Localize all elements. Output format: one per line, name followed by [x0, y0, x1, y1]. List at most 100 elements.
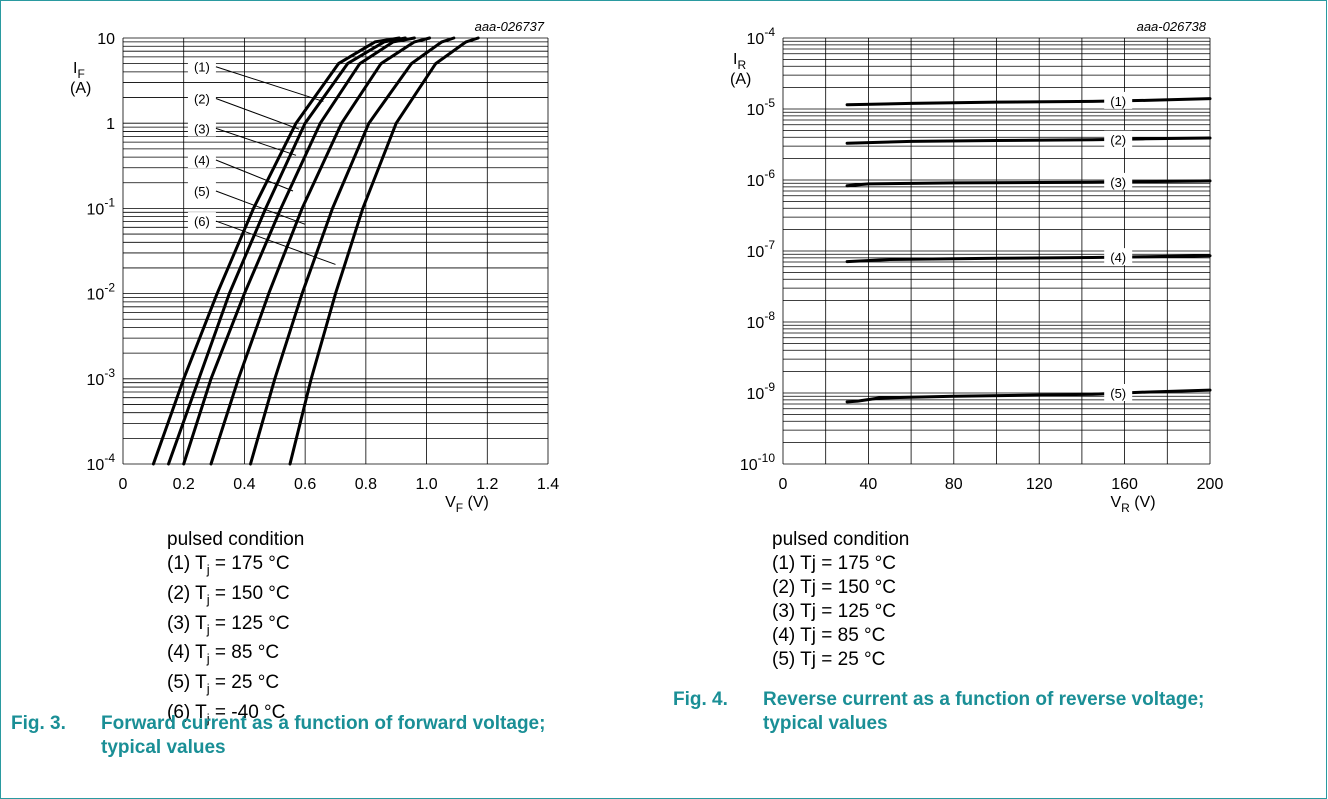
curve-5: [249, 36, 456, 466]
note-line: (3) Tj = 125 °C: [167, 612, 290, 637]
x-tick-label: 0.8: [355, 476, 377, 493]
figure-4-notes: pulsed condition (1) Tj = 175 °C (2) Tj =…: [772, 528, 909, 672]
y-tick-label: 10-10: [740, 451, 775, 474]
label-leader-line: [215, 98, 300, 130]
curve-label-6: (6): [194, 214, 210, 229]
curve-label-3: (3): [194, 121, 210, 136]
curve-2: [167, 36, 407, 466]
curve-1: [151, 36, 401, 466]
curve-label-bg: [187, 150, 216, 168]
y-tick-label: 10-7: [747, 238, 776, 261]
curve-3: [182, 36, 416, 466]
curve-6: [288, 36, 480, 466]
x-tick-label: 0.2: [173, 476, 195, 493]
figure-4-caption: Fig. 4. Reverse current as a function of…: [673, 688, 1313, 768]
notes-list: (1) Tj = 175 °C (2) Tj = 150 °C (3) Tj = 1…: [772, 552, 909, 672]
curve-1: [845, 97, 1212, 107]
note-line: (6) Tj = -40 °C: [167, 701, 286, 726]
y-tick-label: 10-4: [747, 25, 776, 48]
x-tick-label: 120: [1026, 476, 1053, 493]
curve-label-5: (5): [194, 184, 210, 199]
y-axis-label: IF: [73, 60, 85, 81]
label-leader-line: [215, 66, 324, 102]
note-line: (3) Tj = 125 °C: [772, 601, 896, 622]
y-tick-label: 10-8: [747, 309, 776, 332]
curve-label-bg: [187, 119, 216, 137]
x-tick-label: 40: [860, 476, 878, 493]
x-tick-label: 0.4: [233, 476, 255, 493]
curve-label-2: (2): [1110, 133, 1126, 148]
curve-label-bg: [1104, 384, 1133, 401]
notes-title: pulsed condition: [772, 529, 910, 550]
y-tick-label: 10: [97, 31, 115, 48]
y-axis-unit: (A): [730, 71, 751, 88]
y-tick-label: 10-5: [747, 96, 776, 119]
label-leader-line: [215, 159, 294, 192]
note-line: (1) Tj = 175 °C: [772, 553, 896, 574]
note-line: (2) Tj = 150 °C: [167, 582, 290, 607]
curve-2: [845, 136, 1212, 145]
x-tick-label: 0: [119, 476, 128, 493]
label-leader-line: [215, 190, 306, 225]
curve-label-1: (1): [1110, 94, 1126, 109]
x-tick-label: 0: [779, 476, 788, 493]
curve-label-bg: [1104, 130, 1133, 148]
label-leader-line: [215, 127, 297, 156]
figure-code: aaa-026738: [1137, 19, 1207, 34]
y-tick-label: 10-6: [747, 167, 776, 190]
curve-label-1: (1): [194, 60, 210, 75]
curve-label-bg: [187, 57, 216, 75]
x-axis-label: VF (V): [445, 494, 489, 515]
note-line: (2) Tj = 150 °C: [772, 577, 896, 598]
notes-title: pulsed condition: [167, 529, 305, 550]
curve-4: [845, 254, 1212, 264]
notes-list: (1) Tj = 175 °C (2) Tj = 150 °C (3) Tj = 1…: [167, 552, 304, 731]
note-line: (5) Tj = 25 °C: [772, 649, 886, 670]
y-axis-unit: (A): [70, 80, 91, 97]
y-tick-label: 10-4: [87, 451, 116, 474]
x-tick-label: 1.0: [415, 476, 437, 493]
caption-text: Reverse current as a function of reverse…: [763, 689, 1205, 734]
label-leader-line: [215, 220, 336, 265]
curve-label-bg: [1104, 91, 1133, 109]
x-tick-label: 1.2: [476, 476, 498, 493]
figure-3-notes: pulsed condition (1) Tj = 175 °C (2) Tj =…: [167, 528, 304, 731]
curve-label-3: (3): [1110, 175, 1126, 190]
x-axis-label: VR (V): [1110, 494, 1155, 515]
figure-3-panel: (1) (2) (3) (4) (5) (6) 0 0.2 0.4 0.6 0.8 1.0 1.2 1.4…: [0, 0, 666, 799]
y-tick-label: 10-3: [87, 366, 116, 389]
curve-4: [209, 36, 432, 466]
y-axis-label: IR: [733, 51, 746, 72]
y-tick-label: 1: [106, 116, 115, 133]
reverse-current-chart: (1) (2) (3) (4) (5) 0 40 80 120 160 200 10-10 10-9 10…: [730, 19, 1224, 515]
figure-3-caption: Fig. 3. Forward current as a function of…: [11, 712, 651, 792]
curve-label-bg: [187, 89, 216, 107]
curve-label-bg: [187, 182, 216, 200]
figure-code: aaa-026737: [475, 19, 545, 34]
curve-label-bg: [1104, 248, 1133, 266]
y-tick-label: 10-9: [747, 380, 776, 403]
note-line: (4) Tj = 85 °C: [167, 642, 280, 667]
x-tick-label: 0.6: [294, 476, 316, 493]
x-tick-label: 200: [1197, 476, 1224, 493]
y-tick-label: 10-1: [87, 195, 116, 218]
caption-text: Forward current as a function of forward…: [101, 713, 546, 758]
curve-5: [845, 388, 1212, 404]
x-tick-label: 160: [1111, 476, 1138, 493]
curve-label-4: (4): [1110, 250, 1126, 265]
curve-label-2: (2): [194, 91, 210, 106]
note-line: (1) Tj = 175 °C: [167, 553, 290, 577]
curve-label-4: (4): [194, 153, 210, 168]
curve-label-bg: [187, 212, 216, 230]
x-tick-label: 80: [945, 476, 963, 493]
forward-current-chart: (1) (2) (3) (4) (5) (6) 0 0.2 0.4 0.6 0.8 1.0 1.2 1.4…: [70, 19, 559, 515]
caption-number: Fig. 4.: [673, 689, 728, 710]
figure-4-panel: (1) (2) (3) (4) (5) 0 40 80 120 160 200 10-10 10-9 10…: [664, 0, 1327, 799]
caption-number: Fig. 3.: [11, 713, 66, 734]
x-tick-label: 1.4: [537, 476, 559, 493]
curve-label-bg: [1104, 172, 1133, 190]
curve-3: [845, 179, 1212, 188]
y-tick-label: 10-2: [87, 281, 116, 304]
note-line: (5) Tj = 25 °C: [167, 672, 280, 696]
note-line: (4) Tj = 85 °C: [772, 625, 886, 646]
